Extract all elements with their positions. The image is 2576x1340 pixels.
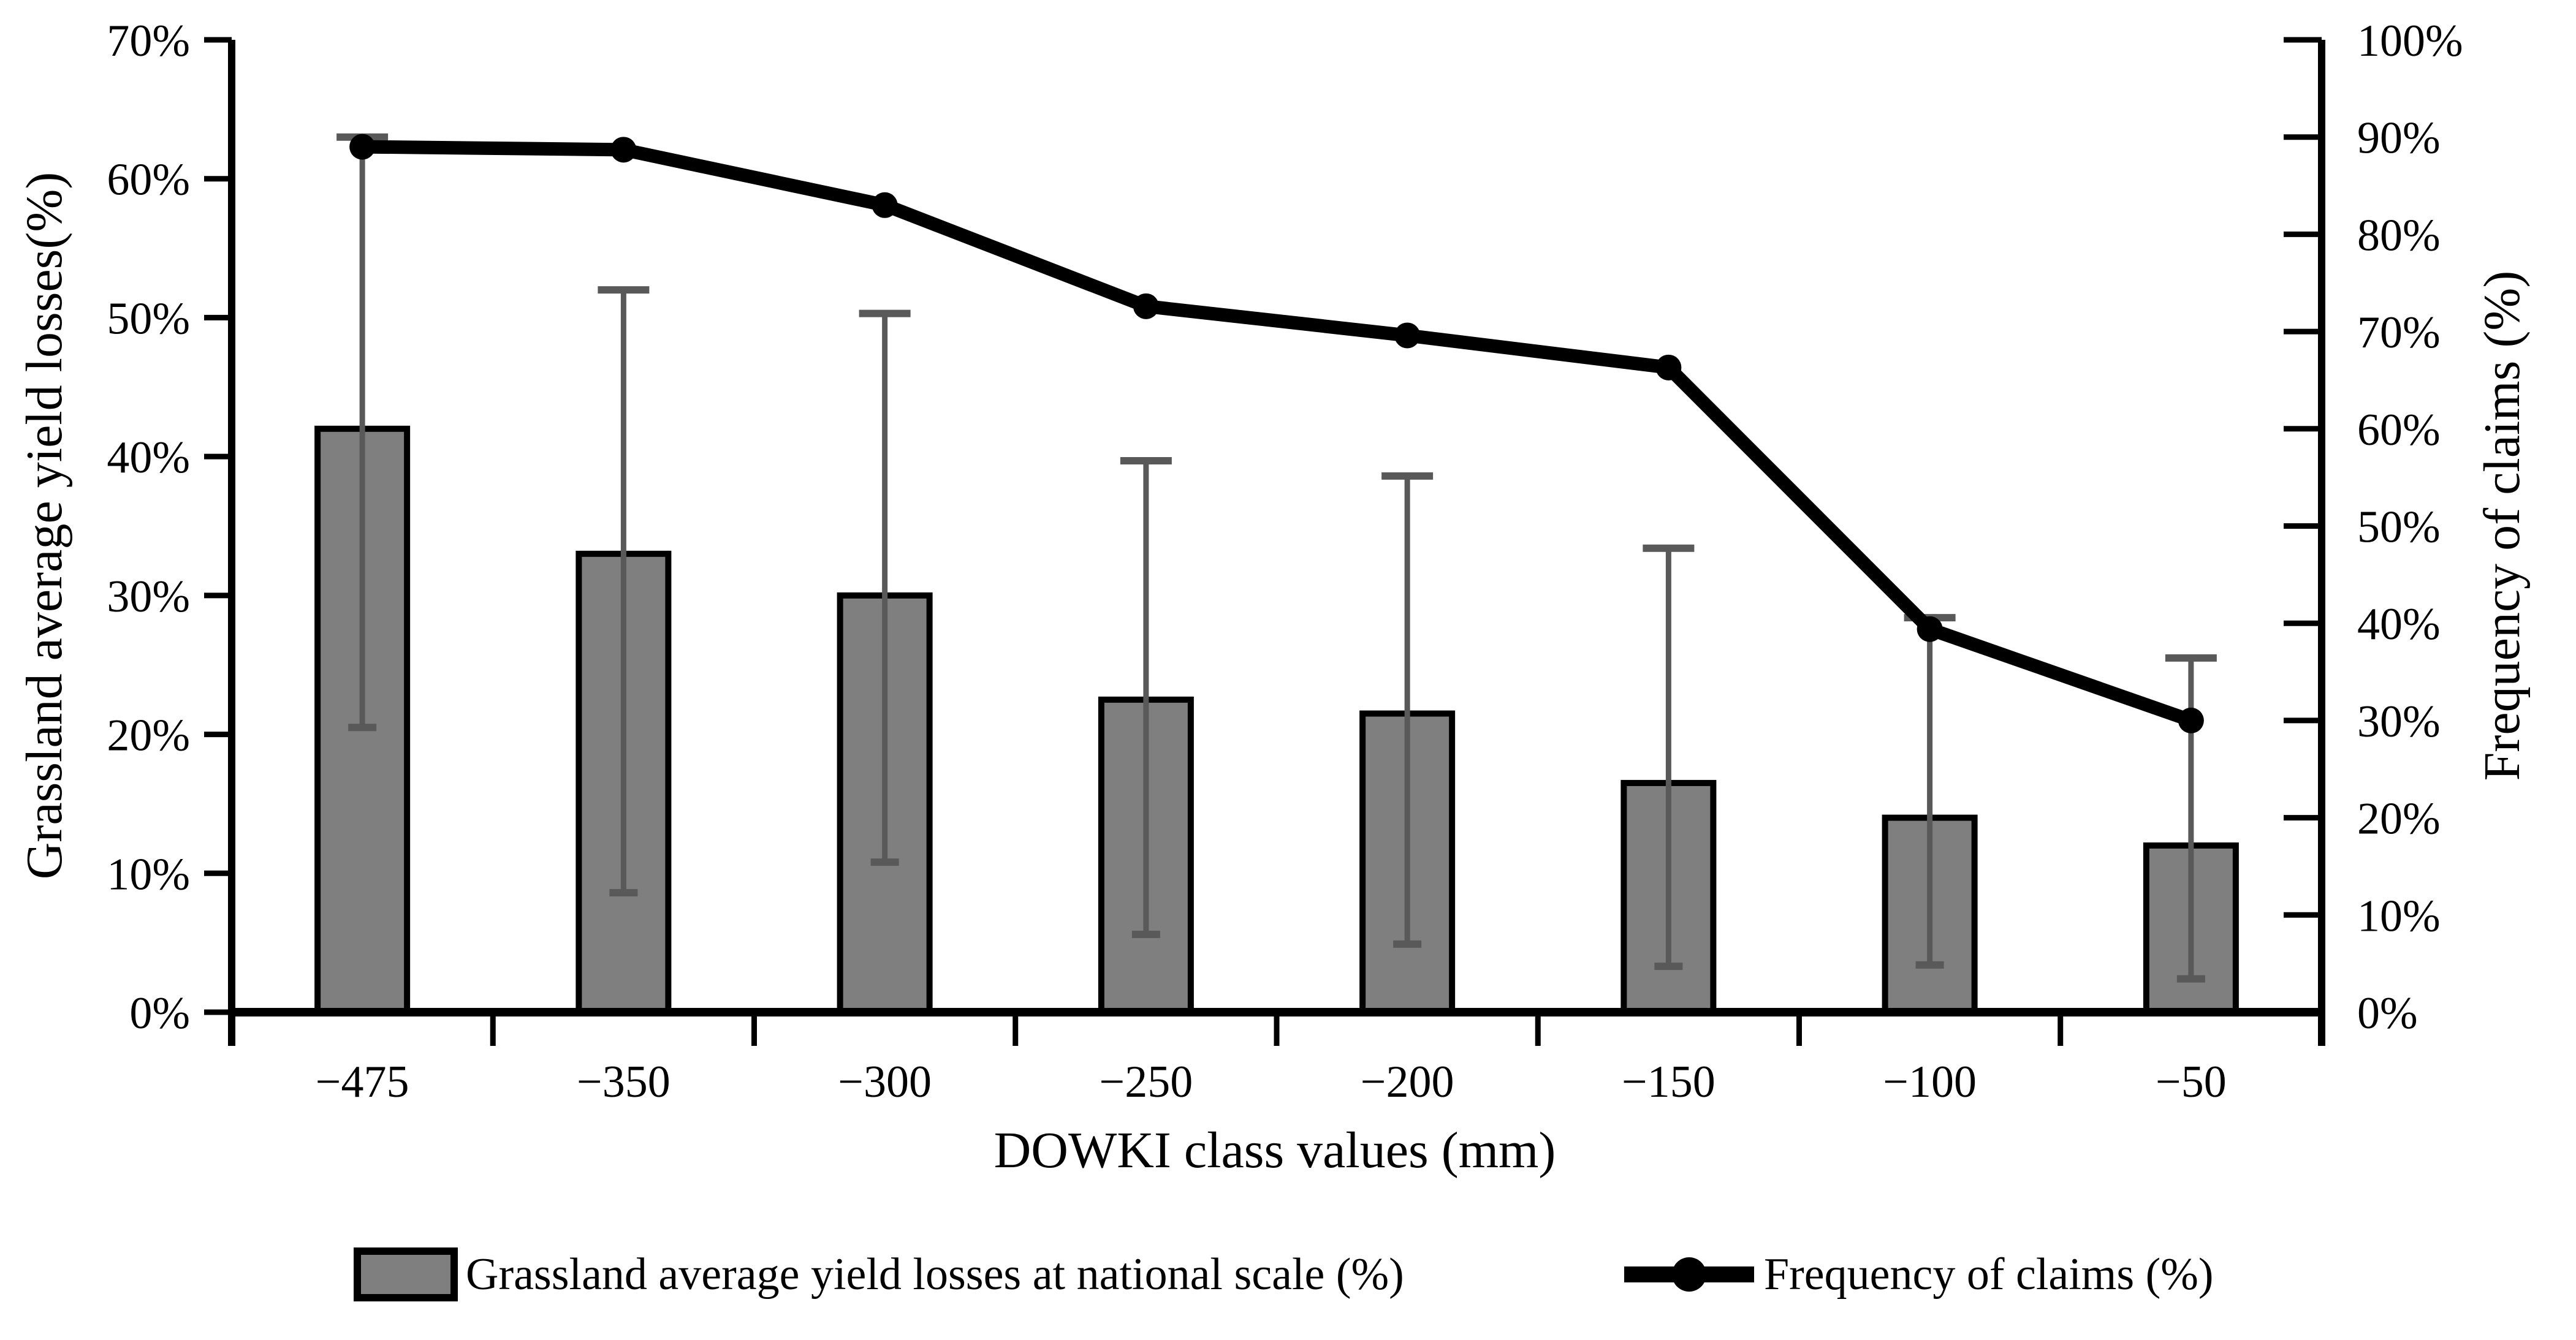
legend-line-label: Frequency of claims (%) <box>1764 1249 2214 1300</box>
legend-bar-label: Grassland average yield losses at nation… <box>466 1249 1404 1300</box>
claims-line-point <box>1133 293 1159 319</box>
x-axis-category-label: −100 <box>1883 1057 1977 1107</box>
x-axis-category-label: −350 <box>577 1057 671 1107</box>
y-axis-right-tick-label: 100% <box>2357 16 2463 66</box>
x-axis-category-label: −250 <box>1100 1057 1193 1107</box>
y-axis-left-tick-label: 0% <box>129 988 190 1039</box>
right-axis-title: Frequency of claims (%) <box>2474 271 2531 781</box>
y-axis-right-tick-label: 20% <box>2357 794 2441 844</box>
y-axis-left-tick-label: 20% <box>107 711 190 761</box>
x-axis-category-label: −50 <box>2156 1057 2227 1107</box>
claims-line <box>355 140 2198 727</box>
x-axis-title: DOWKI class values (mm) <box>994 1122 1556 1179</box>
y-axis-right-tick-label: 70% <box>2357 308 2441 358</box>
legend: Grassland average yield losses at nation… <box>354 1247 2214 1301</box>
left-axis-title: Grassland average yield losses(%) <box>16 172 73 880</box>
x-axis-category-label: −300 <box>838 1057 932 1107</box>
y-axis-right-tick-label: 80% <box>2357 210 2441 260</box>
x-axis-category-label: −200 <box>1361 1057 1454 1107</box>
claims-line-point <box>1917 616 1943 642</box>
claims-line-point <box>2178 707 2204 733</box>
legend-bar-swatch <box>354 1247 458 1301</box>
y-axis-left-tick-label: 60% <box>107 155 190 205</box>
y-axis-left-tick-label: 50% <box>107 293 190 344</box>
y-axis-right-tick-label: 30% <box>2357 697 2441 747</box>
plot-area: 0% 10% 20% 30% 40% 50% 60% 70% 0% 10% 20% 30% 40% 50%… <box>107 16 2463 1107</box>
claims-line-point <box>872 192 898 218</box>
legend-line-marker-icon <box>1672 1257 1706 1292</box>
claims-line-point <box>1655 354 1682 380</box>
y-axis-left-tick-label: 40% <box>107 433 190 483</box>
y-axis-right-tick-label: 10% <box>2357 891 2441 941</box>
y-axis-right-tick-label: 0% <box>2357 988 2418 1039</box>
claims-line-point <box>349 134 376 160</box>
claims-line-point <box>610 137 637 163</box>
y-axis-right-tick-label: 90% <box>2357 113 2441 164</box>
y-axis-right-tick-label: 40% <box>2357 599 2441 649</box>
x-axis-category-label: −150 <box>1622 1057 1715 1107</box>
y-axis-left-tick-label: 10% <box>107 849 190 899</box>
claims-line-point <box>1394 322 1421 349</box>
y-axis-right-tick-label: 60% <box>2357 405 2441 455</box>
y-axis-left-tick-label: 30% <box>107 572 190 622</box>
y-axis-left-tick-label: 70% <box>107 16 190 66</box>
y-axis-right-tick-label: 50% <box>2357 502 2441 553</box>
x-axis-category-label: −475 <box>316 1057 409 1107</box>
